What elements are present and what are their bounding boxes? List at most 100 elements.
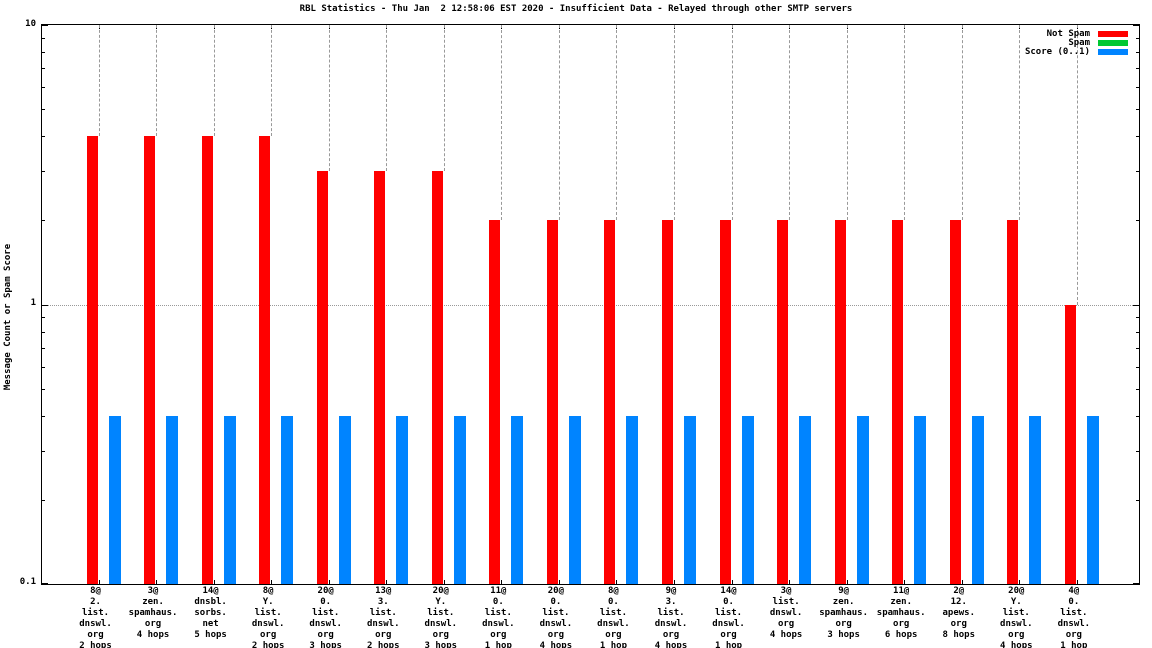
bar-not-spam — [144, 136, 156, 584]
category-guide-line — [961, 25, 963, 221]
y-minor-tick-left — [42, 389, 45, 390]
category-guide-line — [386, 25, 388, 172]
bar-not-spam — [546, 220, 558, 584]
bar-not-spam — [86, 136, 98, 584]
category-label: 2@ 12. apews. org 8 hops — [942, 586, 975, 640]
y-minor-tick-left — [42, 332, 45, 333]
bar-score — [799, 415, 812, 584]
category-guide-line — [1019, 25, 1021, 221]
y-tick-label-10: 10 — [25, 19, 36, 29]
legend-label: Score (0..1) — [1024, 46, 1090, 57]
bar-score — [338, 415, 351, 584]
y-minor-tick-right — [1136, 317, 1139, 318]
category-guide-line — [616, 25, 618, 221]
legend-label: Spam — [1068, 37, 1090, 48]
legend-swatch-not-spam — [1098, 30, 1128, 37]
category-guide-line — [501, 25, 503, 221]
x-tick-bottom — [98, 580, 100, 584]
y-minor-tick-left — [42, 317, 45, 318]
y-minor-tick-left — [42, 451, 45, 452]
category-label: 14@ dnsbl. sorbs. net 5 hops — [194, 586, 227, 640]
gridline-y1 — [42, 304, 1139, 306]
category-label: 4@ 0. list. dnswl. org 1 hop — [1057, 586, 1091, 648]
bar-not-spam — [834, 220, 846, 584]
category-label: 11@ 0. list. dnswl. org 1 hop — [482, 586, 515, 648]
y-minor-tick-left — [42, 220, 45, 221]
x-tick-bottom — [961, 580, 963, 584]
category-label: 20@ 0. list. dnswl. org 3 hops — [309, 586, 342, 648]
bar-score — [856, 415, 869, 584]
x-tick-bottom — [386, 580, 388, 584]
category-label: 13@ 3. list. dnswl. org 2 hops — [366, 586, 400, 648]
x-tick-bottom — [846, 580, 848, 584]
bar-not-spam — [201, 136, 213, 584]
y-minor-tick-right — [1136, 220, 1139, 221]
category-guide-line — [731, 25, 733, 221]
y-minor-tick-left — [42, 87, 45, 88]
bar-not-spam — [1007, 220, 1019, 584]
y-tick-label-0-1: 0.1 — [19, 577, 36, 587]
y-minor-tick-left — [42, 348, 45, 349]
bar-score — [396, 415, 409, 584]
category-guide-line — [98, 25, 100, 137]
y-minor-tick-left — [42, 109, 45, 110]
y-minor-tick-right — [1136, 87, 1139, 88]
bar-score — [741, 415, 754, 584]
bar-not-spam — [662, 220, 673, 584]
bar-not-spam — [892, 220, 904, 584]
category-label: 20@ Y. list. dnswl. org 3 hops — [424, 586, 458, 648]
x-tick-bottom — [789, 580, 791, 584]
y-minor-tick-right — [1136, 52, 1139, 53]
y-minor-tick-right — [1136, 500, 1139, 501]
x-tick-bottom — [213, 580, 215, 584]
y-major-tick-right — [1133, 305, 1139, 306]
category-label: 8@ 0. list. dnswl. org 1 hop — [597, 586, 630, 648]
bar-score — [1029, 415, 1042, 584]
plot-area — [41, 24, 1140, 585]
category-guide-line — [846, 25, 848, 221]
category-label: 14@ 0. list. dnswl. org 1 hop — [712, 586, 745, 648]
bar-score — [223, 415, 236, 584]
y-tick-label-1: 1 — [30, 298, 36, 308]
y-major-tick-left — [42, 583, 48, 584]
bar-not-spam — [316, 171, 328, 584]
category-guide-line — [1076, 25, 1078, 305]
y-minor-tick-left — [42, 171, 45, 172]
y-minor-tick-right — [1136, 348, 1139, 349]
x-tick-bottom — [1076, 580, 1078, 584]
category-label: 20@ Y. list. dnswl. org 4 hops — [1000, 586, 1033, 648]
category-label: 8@ Y. list. dnswl. org 2 hops — [251, 586, 285, 648]
bar-not-spam — [777, 220, 789, 584]
y-minor-tick-right — [1136, 171, 1139, 172]
legend-swatch-spam — [1098, 39, 1128, 46]
chart-title: RBL Statistics - Thu Jan 2 12:58:06 EST … — [299, 4, 853, 14]
x-tick-bottom — [558, 580, 560, 584]
y-minor-tick-left — [42, 68, 45, 69]
x-tick-bottom — [616, 580, 618, 584]
category-guide-line — [271, 25, 273, 137]
y-minor-tick-left — [42, 500, 45, 501]
x-tick-bottom — [328, 580, 330, 584]
x-tick-bottom — [1019, 580, 1021, 584]
bar-not-spam — [719, 220, 731, 584]
y-axis-label: Message Count or Spam Score — [3, 243, 13, 391]
y-minor-tick-left — [42, 136, 45, 137]
bar-score — [453, 415, 466, 584]
bar-not-spam — [489, 220, 501, 584]
bar-not-spam — [949, 220, 961, 584]
category-guide-line — [443, 25, 445, 172]
legend-row: Score (0..1) — [1024, 46, 1128, 57]
y-major-tick-left — [42, 305, 48, 306]
x-tick-bottom — [501, 580, 503, 584]
legend-row: Not Spam — [1025, 29, 1128, 39]
y-minor-tick-right — [1136, 109, 1139, 110]
y-minor-tick-right — [1136, 136, 1139, 137]
y-minor-tick-right — [1136, 367, 1139, 368]
x-tick-bottom — [731, 580, 733, 584]
bar-score — [108, 415, 121, 584]
bar-score — [684, 415, 696, 584]
legend: Not Spam Spam Score (0..1) — [1024, 29, 1128, 57]
y-major-tick-right — [1133, 583, 1139, 584]
legend-row: Spam — [1025, 37, 1128, 48]
